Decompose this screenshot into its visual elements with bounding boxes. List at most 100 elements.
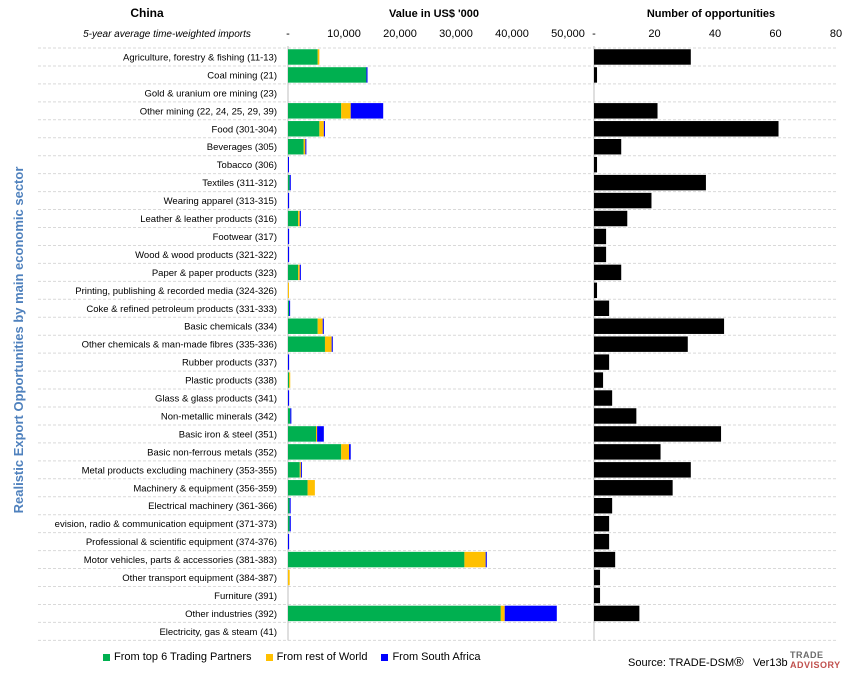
opps-tick-label: 20 bbox=[648, 28, 660, 40]
value-bar-sa bbox=[504, 605, 557, 622]
value-bar-sa bbox=[289, 498, 291, 514]
value-chart-title: Value in US$ '000 bbox=[389, 8, 479, 20]
opportunity-bar bbox=[594, 67, 598, 83]
category-label: Paper & paper products (323) bbox=[152, 268, 277, 279]
value-bar-sa bbox=[485, 551, 487, 568]
value-bar-sa bbox=[288, 354, 290, 370]
opportunity-bar bbox=[594, 587, 601, 604]
value-bar-top6 bbox=[288, 49, 318, 65]
opportunity-bar bbox=[594, 103, 658, 119]
registered-mark: ® bbox=[734, 654, 744, 669]
category-label: Other industries (392) bbox=[185, 609, 277, 620]
value-bar-sa bbox=[289, 300, 291, 316]
category-label: Coal mining (21) bbox=[207, 70, 277, 81]
value-tick-label: 10,000 bbox=[327, 28, 361, 40]
opportunity-bar bbox=[594, 498, 613, 514]
opportunity-bar bbox=[594, 444, 661, 460]
opportunity-bar bbox=[594, 318, 725, 334]
value-bar-sa bbox=[350, 103, 384, 119]
value-bar-top6 bbox=[288, 318, 318, 334]
category-label: Electrical machinery (361-366) bbox=[148, 501, 277, 512]
opportunity-bar bbox=[594, 228, 607, 245]
value-bar-sa bbox=[349, 444, 351, 460]
value-tick-label: 20,000 bbox=[383, 28, 417, 40]
value-bar-sa bbox=[288, 246, 290, 263]
value-bars bbox=[288, 49, 557, 622]
legend-label: From South Africa bbox=[392, 651, 481, 663]
legend-swatch bbox=[381, 653, 389, 661]
legend-swatch bbox=[265, 653, 273, 661]
value-bar-rest bbox=[299, 462, 301, 478]
value-bar-top6 bbox=[288, 67, 367, 83]
value-bar-rest bbox=[341, 103, 351, 119]
opportunity-bar bbox=[594, 605, 640, 622]
opportunity-bar bbox=[594, 569, 601, 586]
category-label: Beverages (305) bbox=[207, 142, 277, 153]
category-label: Metal products excluding machinery (353-… bbox=[82, 465, 277, 476]
legend-swatch bbox=[103, 653, 110, 661]
legend-item: From rest of World bbox=[265, 651, 367, 663]
value-tick-label: 50,000 bbox=[551, 28, 585, 40]
category-label: Plastic products (338) bbox=[185, 376, 277, 387]
opportunity-bars bbox=[594, 49, 779, 622]
category-label: Printing, publishing & recorded media (3… bbox=[75, 286, 277, 297]
value-bar-sa bbox=[289, 174, 291, 191]
legend-label: From top 6 Trading Partners bbox=[114, 651, 252, 663]
value-bar-top6 bbox=[288, 498, 290, 514]
logo-line-1: TRADE bbox=[790, 650, 824, 660]
value-bar-top6 bbox=[288, 605, 501, 622]
tick-labels: -10,000 20,000 30,000 40,000 50,000-20 40 60 80 bbox=[286, 28, 842, 40]
opps-tick-label: 60 bbox=[769, 28, 781, 40]
value-bar-top6 bbox=[288, 103, 342, 119]
opportunity-bar bbox=[594, 408, 637, 424]
value-bar-sa bbox=[322, 318, 324, 334]
category-label: Electricity, gas & steam (41) bbox=[159, 627, 277, 638]
opportunity-bar bbox=[594, 336, 688, 352]
category-label: Food (301-304) bbox=[212, 124, 277, 135]
value-bar-top6 bbox=[288, 121, 320, 137]
version-text: Ver13b bbox=[752, 657, 788, 669]
chart-subtitle: 5-year average time-weighted imports bbox=[83, 29, 251, 40]
trade-advisory-logo: TRADE ADVISORY bbox=[790, 650, 841, 670]
opportunity-bar bbox=[594, 372, 604, 388]
value-bar-rest bbox=[298, 210, 300, 227]
value-bar-sa bbox=[331, 336, 333, 352]
value-bar-sa bbox=[317, 426, 324, 442]
category-label: Wood & wood products (321-322) bbox=[135, 250, 277, 261]
value-bar-sa bbox=[299, 264, 301, 281]
category-label: Basic chemicals (334) bbox=[184, 322, 277, 333]
category-label: Furniture (391) bbox=[214, 591, 277, 602]
opportunity-bar bbox=[594, 480, 673, 496]
category-label: evision, radio & communication equipment… bbox=[55, 519, 277, 530]
value-bar-rest bbox=[324, 336, 332, 352]
value-tick-label: 30,000 bbox=[439, 28, 473, 40]
opportunity-bar bbox=[594, 264, 622, 281]
category-label: Other chemicals & man-made fibres (335-3… bbox=[82, 340, 277, 351]
value-bar-sa bbox=[300, 462, 302, 478]
category-label: Motor vehicles, parts & accessories (381… bbox=[84, 555, 277, 566]
value-bar-top6 bbox=[288, 444, 342, 460]
category-label: Textiles (311-312) bbox=[202, 178, 277, 189]
value-bar-top6 bbox=[288, 551, 465, 568]
value-tick-label: 40,000 bbox=[495, 28, 529, 40]
value-bar-rest bbox=[341, 444, 350, 460]
value-bar-rest bbox=[307, 480, 315, 496]
category-label: Tobacco (306) bbox=[217, 160, 277, 171]
category-label: Basic iron & steel (351) bbox=[179, 429, 277, 440]
opportunity-bar bbox=[594, 390, 613, 406]
opportunity-bar bbox=[594, 49, 691, 65]
value-bar-top6 bbox=[288, 462, 300, 478]
category-label: Glass & glass products (341) bbox=[155, 394, 277, 405]
value-bar-top6 bbox=[288, 372, 290, 388]
category-label: Agriculture, forestry & fishing (11-13) bbox=[123, 52, 277, 63]
category-label: Other mining (22, 24, 25, 29, 39) bbox=[140, 106, 277, 117]
opportunity-bar bbox=[594, 282, 598, 299]
legend-item: From South Africa bbox=[381, 651, 480, 663]
value-tick-label: - bbox=[286, 28, 290, 40]
opportunity-bar bbox=[594, 426, 722, 442]
opportunity-bar bbox=[594, 300, 610, 316]
opportunity-bar bbox=[594, 533, 610, 550]
category-label: Basic non-ferrous metals (352) bbox=[147, 447, 277, 458]
legend: From top 6 Trading Partners From rest of … bbox=[103, 651, 480, 663]
opps-tick-label: 40 bbox=[709, 28, 721, 40]
